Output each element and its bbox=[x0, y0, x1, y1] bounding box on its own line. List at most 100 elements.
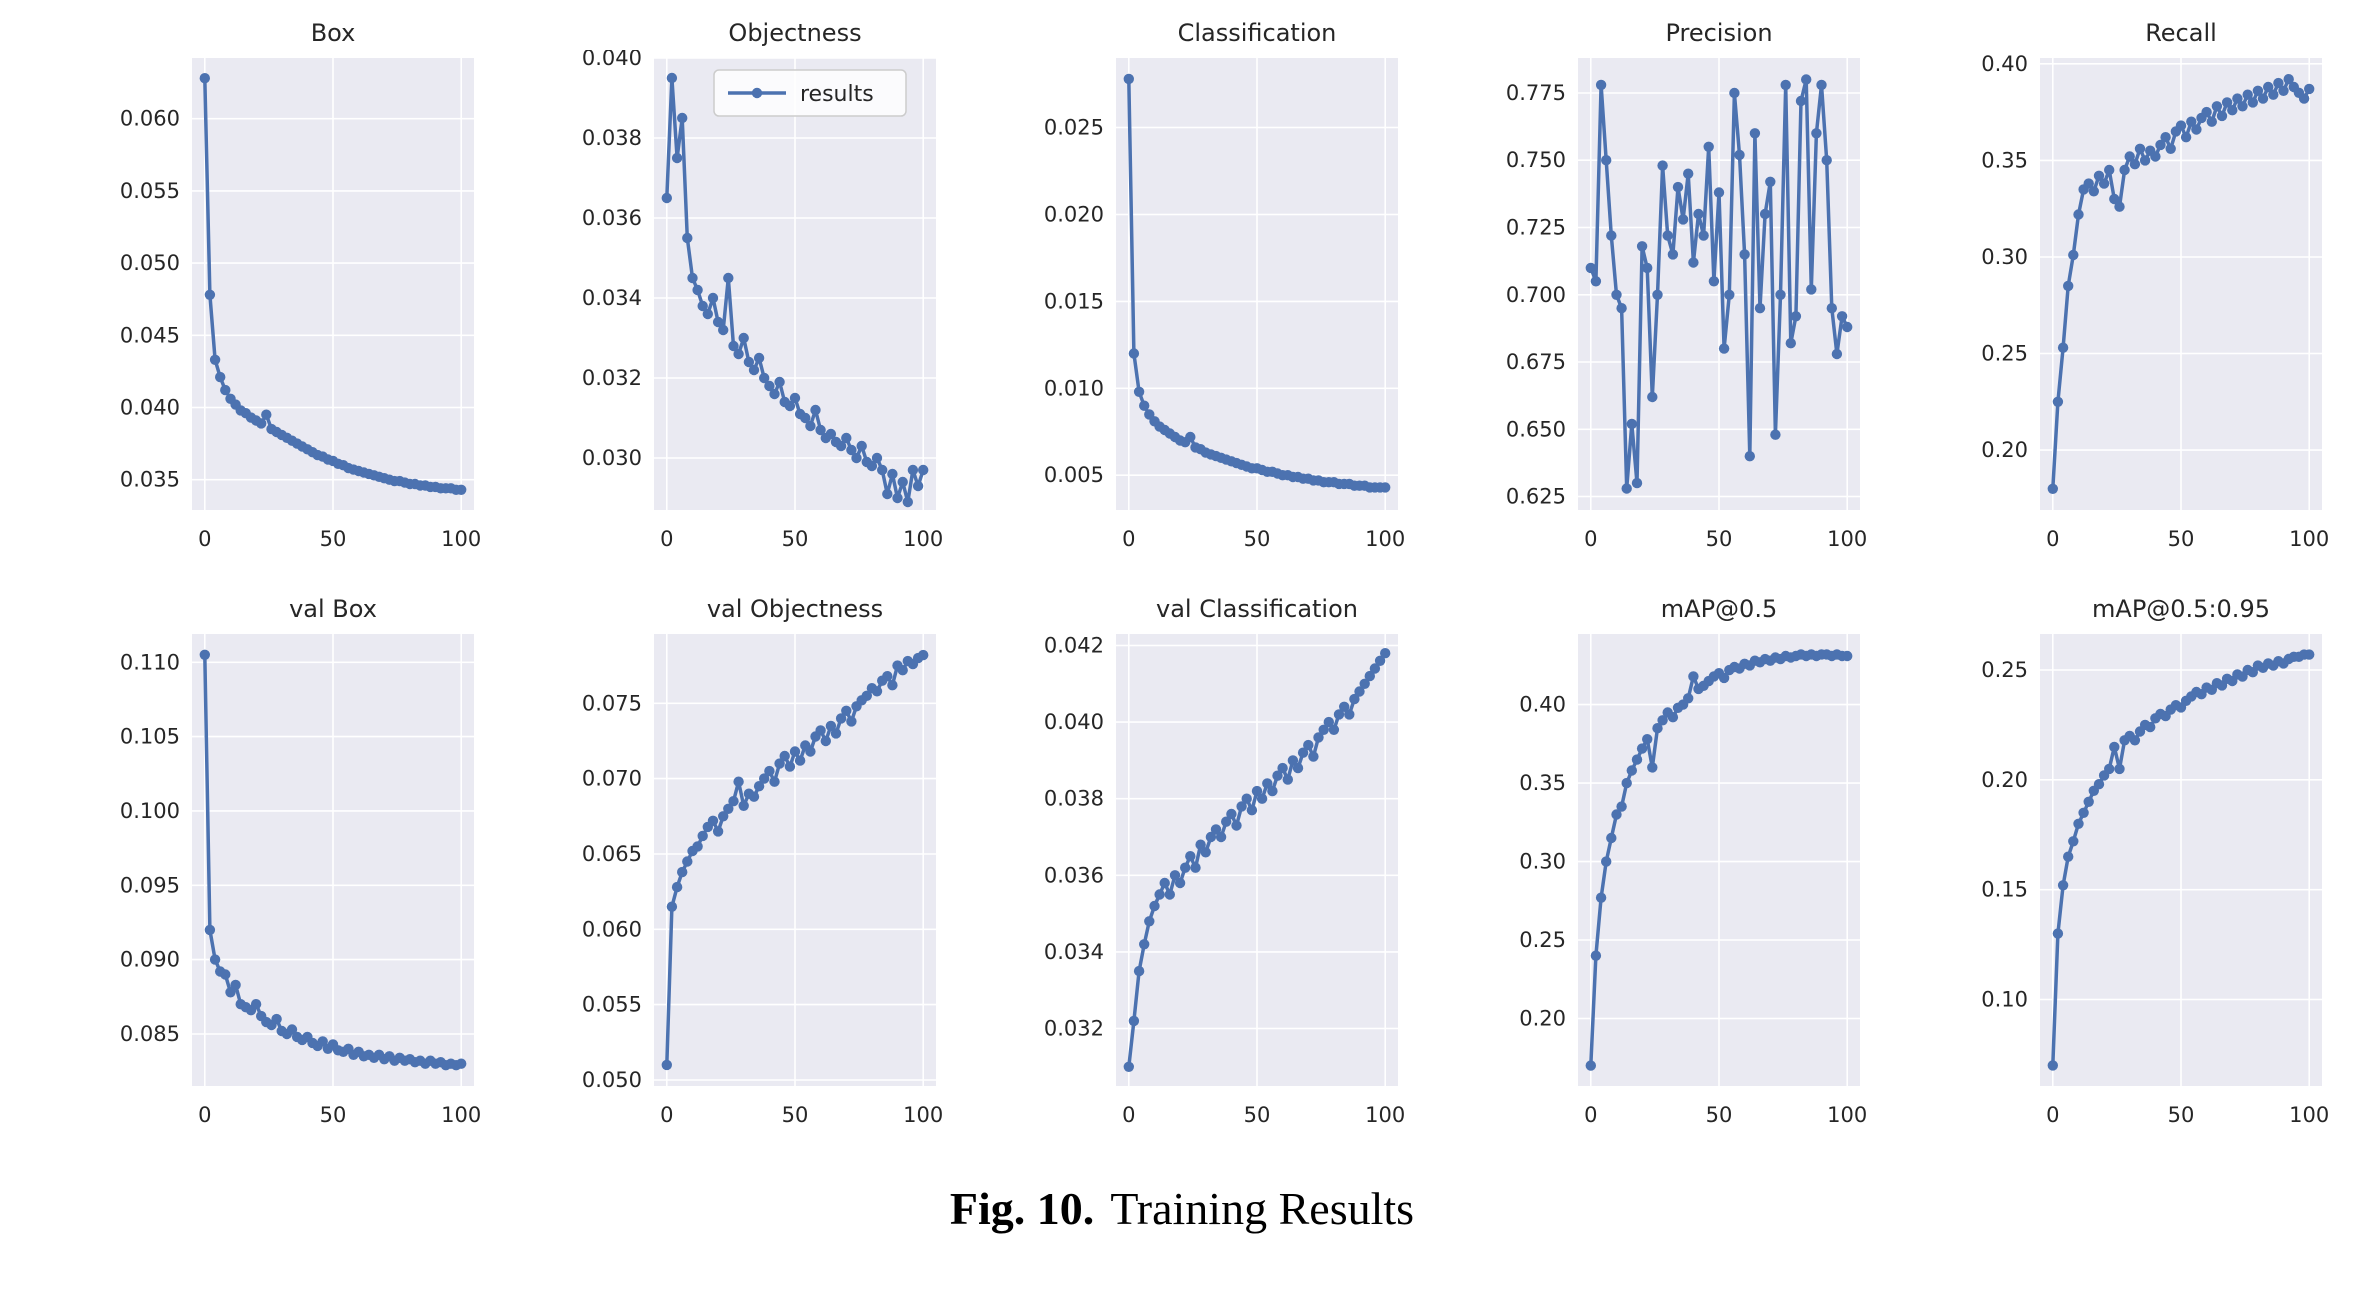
svg-text:0.30: 0.30 bbox=[1519, 850, 1566, 874]
plot-area-map-0-5: 0 50 100 0.40 0.35 0.30 0.25 0.20 bbox=[1519, 634, 1867, 1127]
svg-text:0.020: 0.020 bbox=[1044, 203, 1104, 227]
svg-text:0.040: 0.040 bbox=[1044, 710, 1104, 734]
plot-area-recall: 0 50 100 0.40 0.35 0.30 0.25 0.20 bbox=[1981, 52, 2329, 551]
svg-text:0.35: 0.35 bbox=[1981, 148, 2028, 172]
subplot-map-0-5: mAP@0.5 0 50 100 0.40 0.35 0.30 0.25 0.20 bbox=[1418, 592, 1870, 1138]
subplot-val-objectness: val Objectness 0 50 100 0.075 0.070 0.065 0.060… bbox=[494, 592, 946, 1138]
svg-text:0.025: 0.025 bbox=[1044, 116, 1104, 140]
svg-text:0: 0 bbox=[1122, 527, 1135, 551]
svg-text:0: 0 bbox=[198, 1103, 211, 1127]
svg-text:0.055: 0.055 bbox=[120, 179, 180, 203]
svg-text:50: 50 bbox=[320, 527, 347, 551]
svg-text:0.040: 0.040 bbox=[120, 396, 180, 420]
svg-text:0.105: 0.105 bbox=[120, 725, 180, 749]
svg-text:0.055: 0.055 bbox=[582, 993, 642, 1017]
svg-text:0.050: 0.050 bbox=[582, 1068, 642, 1092]
svg-text:0: 0 bbox=[1584, 527, 1597, 551]
svg-text:0.750: 0.750 bbox=[1506, 148, 1566, 172]
legend: results bbox=[713, 69, 907, 117]
subplot-title-recall: Recall bbox=[2145, 19, 2217, 47]
svg-text:0.032: 0.032 bbox=[582, 366, 642, 390]
svg-text:0: 0 bbox=[2046, 527, 2059, 551]
svg-text:50: 50 bbox=[1244, 1103, 1271, 1127]
svg-text:100: 100 bbox=[2289, 1103, 2329, 1127]
svg-text:0.25: 0.25 bbox=[1981, 342, 2028, 366]
svg-text:0.060: 0.060 bbox=[582, 917, 642, 941]
svg-text:0.090: 0.090 bbox=[120, 948, 180, 972]
svg-text:0.035: 0.035 bbox=[120, 468, 180, 492]
svg-text:0.25: 0.25 bbox=[1519, 928, 1566, 952]
svg-text:0.110: 0.110 bbox=[120, 650, 180, 674]
svg-text:50: 50 bbox=[2168, 527, 2195, 551]
subplot-precision: Precision 0 50 100 0.775 0.750 0.725 0.700 0.675… bbox=[1418, 16, 1870, 562]
svg-text:0.042: 0.042 bbox=[1044, 634, 1104, 658]
plot-area-val-classification: 0 50 100 0.042 0.040 0.038 0.036 0.034 0.032 bbox=[1044, 634, 1405, 1128]
svg-text:0.700: 0.700 bbox=[1506, 283, 1566, 307]
svg-text:50: 50 bbox=[2168, 1103, 2195, 1127]
svg-text:0.060: 0.060 bbox=[120, 107, 180, 131]
plot-area-val-objectness: 0 50 100 0.075 0.070 0.065 0.060 0.055 0.050 bbox=[582, 634, 943, 1127]
plot-area-objectness: 0 50 100 0.040 0.038 0.036 0.034 0.032 0.030 resu… bbox=[582, 50, 943, 551]
svg-text:0.034: 0.034 bbox=[582, 286, 642, 310]
svg-text:0.20: 0.20 bbox=[1981, 768, 2028, 792]
svg-text:0: 0 bbox=[1584, 1103, 1597, 1127]
svg-text:0.15: 0.15 bbox=[1981, 878, 2028, 902]
subplot-classification: Classification 0 50 100 0.025 0.020 0.015 0.010… bbox=[956, 16, 1408, 562]
svg-text:100: 100 bbox=[903, 527, 943, 551]
subplot-title-objectness: Objectness bbox=[728, 19, 862, 47]
svg-text:0.075: 0.075 bbox=[582, 691, 642, 715]
svg-text:0: 0 bbox=[2046, 1103, 2059, 1127]
subplot-title-map-0-5: mAP@0.5 bbox=[1660, 595, 1778, 623]
subplot-objectness: Objectness 0 50 100 0.040 0.038 0.036 0.034 0.03… bbox=[494, 16, 946, 562]
svg-text:0.675: 0.675 bbox=[1506, 350, 1566, 374]
caption-label: Fig. 10. bbox=[949, 1183, 1095, 1234]
subplot-title-box: Box bbox=[310, 19, 356, 47]
svg-text:0.10: 0.10 bbox=[1981, 988, 2028, 1012]
subplot-title-val-box: val Box bbox=[289, 595, 377, 623]
svg-text:0.35: 0.35 bbox=[1519, 771, 1566, 795]
svg-text:0.40: 0.40 bbox=[1519, 693, 1566, 717]
svg-text:0.032: 0.032 bbox=[1044, 1017, 1104, 1041]
subplot-recall: Recall 0 50 100 0.40 0.35 0.30 0.25 0.20 bbox=[1880, 16, 2332, 562]
svg-text:50: 50 bbox=[1244, 527, 1271, 551]
plot-area-classification: 0 50 100 0.025 0.020 0.015 0.010 0.005 bbox=[1044, 58, 1405, 551]
svg-text:100: 100 bbox=[1365, 527, 1405, 551]
svg-text:0.065: 0.065 bbox=[582, 842, 642, 866]
subplot-val-classification: val Classification 0 50 100 0.042 0.040 0.038 0… bbox=[956, 592, 1408, 1138]
subplot-box: Box 0 50 100 0.060 0.055 0.050 0.045 0.040 0.035 bbox=[32, 16, 484, 562]
subplot-grid: Box 0 50 100 0.060 0.055 0.050 0.045 0.040 0.035 O… bbox=[32, 16, 2332, 1138]
subplot-title-map-0-5-0-95: mAP@0.5:0.95 bbox=[2092, 595, 2270, 623]
svg-text:0.070: 0.070 bbox=[582, 767, 642, 791]
svg-text:0: 0 bbox=[1122, 1103, 1135, 1127]
svg-text:0.030: 0.030 bbox=[582, 446, 642, 470]
svg-text:0.775: 0.775 bbox=[1506, 81, 1566, 105]
subplot-val-box: val Box 0 50 100 0.110 0.105 0.100 0.095 0.090 0.… bbox=[32, 592, 484, 1138]
plot-area-map-0-5-0-95: 0 50 100 0.25 0.20 0.15 0.10 bbox=[1981, 634, 2329, 1127]
svg-text:100: 100 bbox=[2289, 527, 2329, 551]
svg-text:0: 0 bbox=[660, 527, 673, 551]
svg-text:0.085: 0.085 bbox=[120, 1022, 180, 1046]
svg-text:100: 100 bbox=[1827, 527, 1867, 551]
plot-area-precision: 0 50 100 0.775 0.750 0.725 0.700 0.675 0.650 0.62… bbox=[1506, 58, 1867, 551]
svg-text:100: 100 bbox=[903, 1103, 943, 1127]
subplot-title-precision: Precision bbox=[1665, 19, 1773, 47]
svg-text:0.038: 0.038 bbox=[1044, 787, 1104, 811]
svg-text:50: 50 bbox=[782, 1103, 809, 1127]
svg-text:100: 100 bbox=[441, 527, 481, 551]
svg-text:100: 100 bbox=[441, 1103, 481, 1127]
svg-text:0.040: 0.040 bbox=[582, 50, 642, 70]
svg-text:0.20: 0.20 bbox=[1519, 1007, 1566, 1031]
svg-text:0.625: 0.625 bbox=[1506, 485, 1566, 509]
svg-text:0.050: 0.050 bbox=[120, 251, 180, 275]
svg-text:0.20: 0.20 bbox=[1981, 438, 2028, 462]
svg-text:0.036: 0.036 bbox=[582, 206, 642, 230]
svg-text:50: 50 bbox=[782, 527, 809, 551]
svg-text:0.650: 0.650 bbox=[1506, 417, 1566, 441]
subplot-title-val-classification: val Classification bbox=[1155, 595, 1358, 623]
svg-text:0: 0 bbox=[198, 527, 211, 551]
svg-text:100: 100 bbox=[1365, 1103, 1405, 1127]
svg-text:50: 50 bbox=[1706, 1103, 1733, 1127]
svg-text:0.25: 0.25 bbox=[1981, 658, 2028, 682]
svg-text:0.095: 0.095 bbox=[120, 873, 180, 897]
svg-text:0.038: 0.038 bbox=[582, 126, 642, 150]
